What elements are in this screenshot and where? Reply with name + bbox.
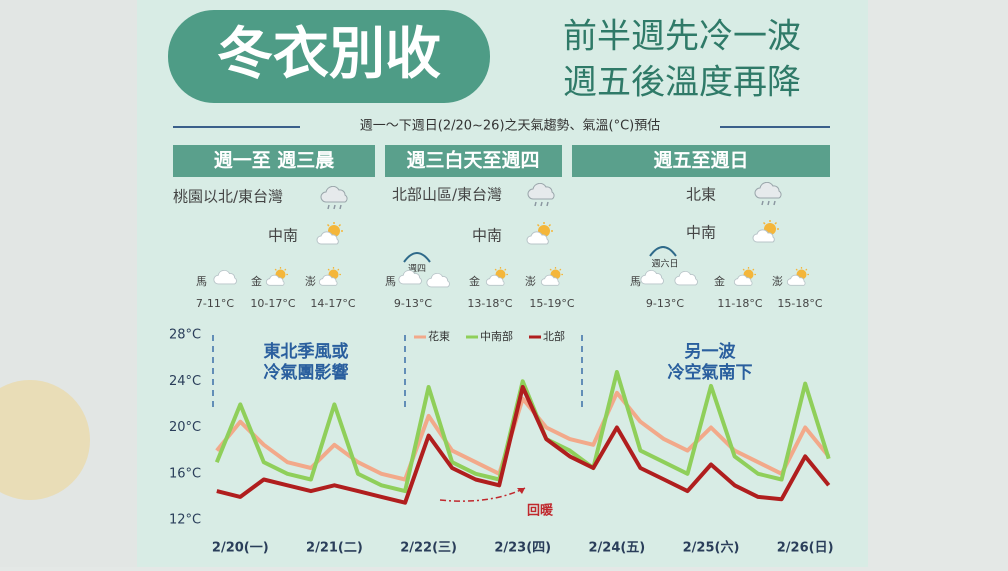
y-tick-label: 24°C <box>169 374 201 389</box>
island-temp: 14-17°C <box>310 297 355 310</box>
island-temp: 13-18°C <box>467 297 512 310</box>
y-tick-label: 12°C <box>169 513 201 528</box>
panel-heading: 週五至週日 <box>653 150 748 172</box>
trend-arrow <box>439 487 526 502</box>
island-name: 澎 <box>772 275 783 288</box>
island-temp: 15-19°C <box>529 297 574 310</box>
x-tick-label: 2/25(六) <box>683 540 740 556</box>
island-name: 澎 <box>525 275 536 288</box>
panel-heading-bg <box>173 145 375 177</box>
island-name: 馬 <box>385 275 396 288</box>
annotation: 另一波 <box>685 341 737 362</box>
y-tick-label: 16°C <box>169 466 201 481</box>
title-pill <box>168 10 490 103</box>
region: 中南 <box>472 227 502 245</box>
arc-arrow <box>403 252 431 263</box>
blur-blob <box>0 380 90 500</box>
panel-heading: 週三白天至週四 <box>406 149 539 172</box>
annotation: 冷空氣南下 <box>668 362 753 383</box>
island-name: 馬 <box>630 275 641 288</box>
annotation: 冷氣團影響 <box>264 362 349 383</box>
island-temp: 10-17°C <box>250 297 295 310</box>
x-tick-label: 2/23(四) <box>494 541 551 556</box>
region: 中南 <box>268 227 298 245</box>
legend-label: 北部 <box>543 329 565 343</box>
annotation: 東北季風或 <box>264 341 349 362</box>
note: 週四 <box>408 264 426 275</box>
island-name: 馬 <box>196 275 207 288</box>
island-temp: 9-13°C <box>394 297 432 310</box>
subtitle: 週五後溫度再降 <box>563 63 801 103</box>
subtitle: 前半週先冷一波 <box>563 17 801 57</box>
region: 桃園以北/東台灣 <box>173 188 283 206</box>
island-temp: 15-18°C <box>777 297 822 310</box>
island-name: 金 <box>714 274 725 288</box>
island-name: 金 <box>469 274 480 288</box>
series-line <box>214 370 831 494</box>
legend-label: 中南部 <box>480 329 513 343</box>
x-tick-label: 2/22(三) <box>400 541 457 556</box>
region: 北部山區/東台灣 <box>392 186 502 204</box>
y-tick-label: 28°C <box>169 328 201 343</box>
y-tick-label: 20°C <box>169 420 201 435</box>
legend-label: 花東 <box>428 330 450 343</box>
caption: 週一～下週日(2/20~26)之天氣趨勢、氣溫(°C)預估 <box>360 119 661 134</box>
x-tick-label: 2/26(日) <box>777 541 834 556</box>
region: 北東 <box>686 186 716 204</box>
island-temp: 9-13°C <box>646 297 684 310</box>
island-name: 澎 <box>305 275 316 288</box>
x-tick-label: 2/20(一) <box>212 541 269 556</box>
arc-arrow <box>649 246 677 257</box>
region: 中南 <box>686 224 716 242</box>
title: 冬衣別收 <box>217 22 441 87</box>
panel-heading-bg <box>385 145 562 177</box>
x-tick-label: 2/21(二) <box>306 541 363 556</box>
panel-heading: 週一至 週三晨 <box>214 150 336 172</box>
island-temp: 7-11°C <box>196 297 234 310</box>
trend-arrowhead <box>517 488 525 494</box>
x-tick-label: 2/24(五) <box>588 541 645 556</box>
island-name: 金 <box>251 274 262 288</box>
series-line <box>216 385 831 505</box>
note: 週六日 <box>651 258 678 270</box>
panel-heading-bg <box>572 145 830 177</box>
island-temp: 11-18°C <box>717 297 762 310</box>
annotation: 回暖 <box>527 503 554 519</box>
